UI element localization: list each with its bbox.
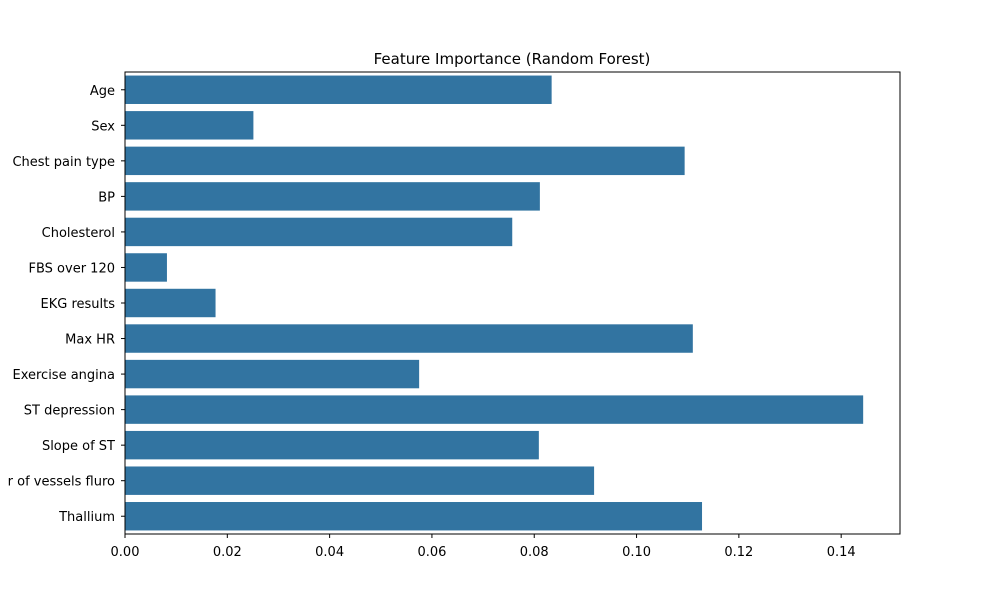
bar-12: [125, 502, 703, 531]
bar-6: [125, 288, 216, 318]
bar-7: [125, 324, 693, 353]
y-tick-label-10: Slope of ST: [42, 439, 115, 454]
y-tick-label-0: Age: [90, 84, 115, 99]
x-tick-label-1: 0.02: [213, 545, 242, 560]
y-tick-label-1: Sex: [91, 119, 115, 134]
bar-0: [125, 75, 552, 104]
x-tick-label-4: 0.08: [520, 545, 549, 560]
y-tick-label-11: r of vessels fluro: [8, 475, 115, 490]
y-tick-label-12: Thallium: [58, 510, 115, 525]
plot-frame: [124, 71, 901, 535]
bar-8: [125, 359, 420, 389]
y-axis-ticks: Age Sex Chest pain type BP Cholesterol FBS ov…: [8, 84, 125, 525]
y-tick-label-8: Exercise angina: [12, 368, 115, 383]
y-tick-label-4: Cholesterol: [42, 226, 115, 241]
x-tick-label-6: 0.12: [724, 545, 753, 560]
bar-11: [125, 466, 595, 495]
y-tick-label-7: Max HR: [65, 333, 115, 348]
x-tick-label-2: 0.04: [315, 545, 344, 560]
bar-9: [125, 395, 864, 424]
x-axis-ticks: 0.00 0.02 0.04 0.06 0.08 0.10 0.12 0.14: [111, 534, 856, 560]
y-tick-label-5: FBS over 120: [29, 261, 116, 276]
bar-1: [125, 111, 254, 140]
bar-3: [125, 182, 540, 211]
bar-5: [125, 253, 167, 282]
y-tick-label-3: BP: [98, 190, 115, 205]
x-tick-label-5: 0.10: [622, 545, 651, 560]
y-tick-label-9: ST depression: [24, 404, 115, 419]
x-tick-label-0: 0.00: [111, 545, 140, 560]
y-tick-label-6: EKG results: [41, 297, 116, 312]
y-tick-label-2: Chest pain type: [12, 155, 115, 170]
bar-2: [125, 146, 685, 176]
x-tick-label-7: 0.14: [827, 545, 856, 560]
bar-10: [125, 430, 539, 460]
chart-title: Feature Importance (Random Forest): [374, 50, 651, 68]
bar-4: [125, 217, 513, 247]
bars-layer: [125, 75, 864, 531]
x-tick-label-3: 0.06: [417, 545, 446, 560]
